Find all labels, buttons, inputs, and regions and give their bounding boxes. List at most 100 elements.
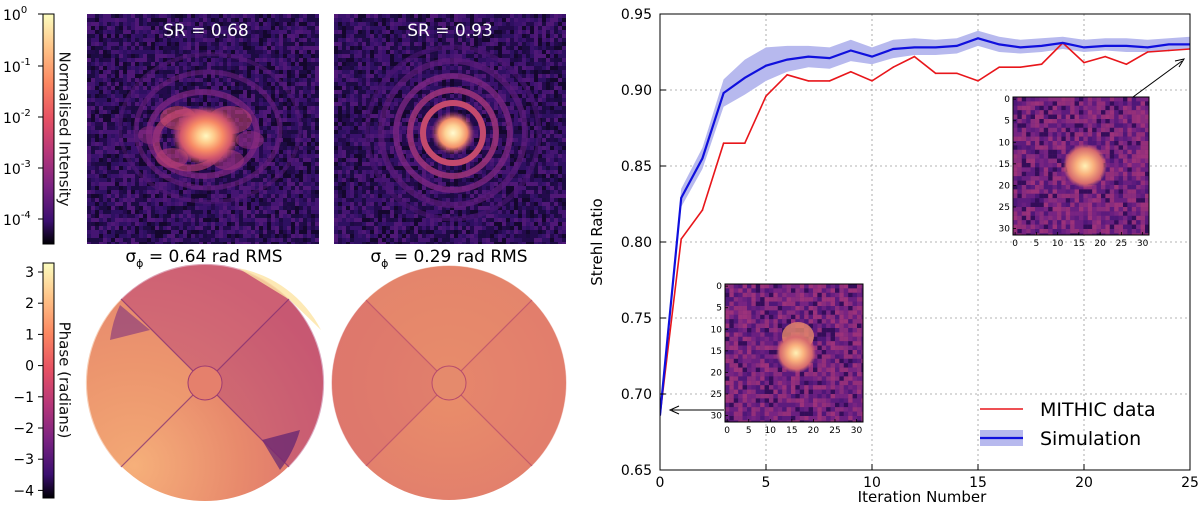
inset-y-tick-label: 15 [711, 347, 722, 357]
phase-map-1 [85, 263, 325, 501]
psf-panel-1-noise [87, 14, 319, 244]
mithic-data-point [1019, 66, 1022, 68]
simulation-line [660, 37, 1190, 416]
y-axis-label: Strehl Ratio [588, 198, 606, 285]
mithic-data-point [1146, 51, 1149, 53]
y-tick-label: 0.65 [621, 463, 652, 479]
inset-y-tick-label: 25 [711, 390, 722, 400]
simulation-point [1083, 46, 1085, 49]
simulation-point [1040, 45, 1043, 47]
mithic-data-point [765, 95, 767, 97]
data-points [660, 37, 1190, 417]
simulation-point [1019, 46, 1022, 49]
intensity-tick-label: 10-4 [3, 210, 31, 229]
mithic-data-point [744, 142, 746, 144]
mithic-data-point [1040, 63, 1043, 65]
legend-simulation-label: Simulation [1040, 428, 1141, 450]
mithic-data-point [828, 80, 831, 82]
inset-arrows [668, 58, 1186, 415]
simulation-point [722, 92, 725, 94]
mithic-data-point [913, 55, 916, 58]
inset-x-tick-label: 0 [1012, 239, 1018, 249]
y-tick-label: 0.90 [621, 83, 652, 99]
inset-y-tick-label: 15 [999, 160, 1010, 170]
inset-x-tick-label: 20 [808, 426, 820, 436]
y-tick-label: 0.85 [621, 159, 652, 175]
phase-colorbar-label: Phase (radians) [56, 322, 74, 439]
inset-x-tick-label: 0 [724, 426, 730, 436]
mithic-data-point [1083, 61, 1085, 64]
simulation-point [680, 197, 683, 199]
inset-x-tick-label: 10 [1052, 239, 1064, 249]
phase-colorbar: 3 2 1 0 −1 −2 −3 −4 Phase (radians) [13, 262, 74, 499]
mithic-data-point [807, 80, 810, 82]
simulation-point [955, 45, 958, 47]
mithic-data-line [660, 41, 1190, 416]
y-tick-label: 0.95 [621, 7, 652, 23]
phase-colorbar-gradient [42, 262, 55, 499]
x-axis-label: Iteration Number [858, 488, 987, 506]
inset-x-tick-label: 15 [1073, 239, 1084, 249]
inset-y-tick-label: 30 [711, 412, 723, 422]
simulation-point [786, 58, 789, 61]
x-tick-label: 10 [863, 475, 881, 491]
phase-map-2 [331, 265, 567, 500]
mithic-data-point [722, 142, 725, 144]
simulation-point [1167, 43, 1170, 46]
inset-y-tick-label: 10 [999, 138, 1011, 148]
simulation-point [1061, 41, 1064, 44]
mithic-data-point [956, 72, 958, 75]
x-tick-label: 15 [969, 475, 987, 491]
mithic-data-point [1104, 55, 1106, 58]
intensity-colorbar-gradient [42, 13, 55, 245]
phase-tick-label: −3 [13, 452, 34, 468]
y-tick-label: 0.70 [621, 387, 652, 403]
simulation-point [701, 157, 704, 160]
simulation-point [1146, 46, 1149, 49]
mithic-data-point [786, 74, 788, 76]
psf-panel-1-core [172, 106, 240, 166]
y-tick-label: 0.80 [621, 235, 652, 251]
simulation-point [1125, 45, 1128, 47]
psf-panel-2-label: SR = 0.93 [407, 21, 493, 41]
axis-ticks: 0 5 10 15 20 25 0.95 0.90 0.85 0.80 0.75 0.70 0.65 [621, 7, 1199, 491]
inset-initial-psf: 0 5 10 15 20 25 30 30 25 20 15 10 5 0 [711, 282, 864, 436]
phase-tick-label: 1 [25, 327, 34, 343]
x-tick-label: 0 [656, 475, 665, 491]
inset-x-tick-label: 25 [1116, 239, 1127, 249]
phase-tick-label: −1 [13, 390, 34, 406]
inset-x-tick-label: 25 [829, 426, 840, 436]
simulation-point [828, 57, 831, 59]
simulation-point [892, 48, 895, 50]
mithic-data-point [998, 66, 1000, 68]
phase-colorbar-ticks: 3 2 1 0 −1 −2 −3 −4 [13, 265, 43, 499]
inset-x-tick-label: 30 [851, 426, 863, 436]
legend-mithic-label: MITHIC data [1040, 399, 1156, 421]
mithic-data-point [977, 80, 979, 82]
inset-y-tick-label: 25 [999, 203, 1010, 213]
simulation-point [849, 49, 852, 52]
simulation-point [977, 37, 979, 40]
inset-x-tick-label: 5 [1034, 239, 1040, 249]
phase-tick-label: 3 [25, 265, 34, 281]
psf-panel-2-core [431, 111, 475, 155]
inset-y-tick-label: 0 [1004, 95, 1010, 105]
intensity-colorbar-label: Normalised Intensity [56, 51, 74, 206]
mithic-data-point [1168, 49, 1170, 52]
phase-tick-label: −2 [13, 421, 34, 437]
phase-tick-label: 2 [25, 296, 34, 312]
x-tick-label: 25 [1181, 475, 1199, 491]
inset-y-tick-label: 20 [999, 181, 1011, 191]
legend: MITHIC data Simulation [980, 399, 1156, 450]
inset-y-tick-label: 10 [711, 325, 723, 335]
mithic-data-point [871, 80, 873, 82]
simulation-point [807, 55, 810, 58]
phase-tick-label: 0 [25, 359, 34, 375]
mithic-data-point [934, 72, 937, 75]
simulation-point [934, 46, 937, 49]
phase-panel-1-title: σϕ = 0.64 rad RMS [125, 247, 282, 270]
psf-panel-2-rings [364, 44, 542, 222]
inset-x-tick-label: 10 [765, 426, 777, 436]
simulation-point [743, 76, 746, 79]
